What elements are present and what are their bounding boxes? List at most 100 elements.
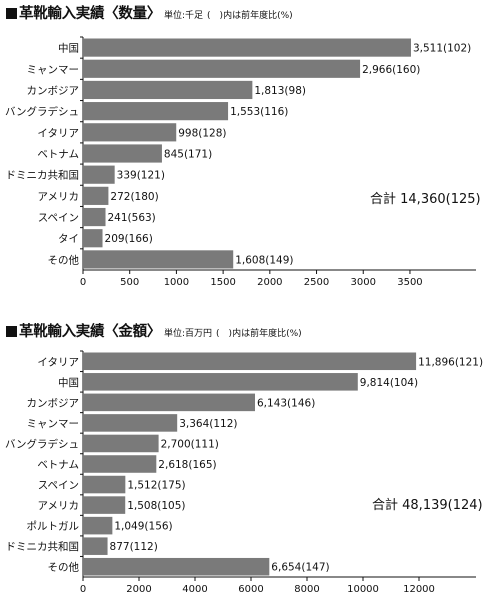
data-label: 2,618(165) (158, 459, 216, 471)
category-label: ドミニカ共和国 (6, 170, 80, 182)
x-tick-label: 3500 (397, 277, 422, 288)
x-tick-label: 2000 (257, 277, 282, 288)
bar (83, 455, 157, 473)
chart-quantity-plot: 中国 3,511(102) ミャンマー 2,966(160) カンボジア 1,813(98… (5, 36, 481, 288)
data-label: 3,511(102) (413, 43, 471, 55)
category-label: アメリカ (38, 191, 79, 203)
category-label: ポルトガル (27, 521, 80, 533)
data-label: 6,143(146) (257, 397, 315, 409)
bar (83, 434, 159, 453)
bar (83, 475, 126, 494)
bar (83, 373, 358, 391)
chart-value-plot: イタリア 11,896(121) 中国 9,814(104) カンボジア 6,143(14… (5, 350, 483, 595)
chart-unit: 単位:百万円 (164, 329, 213, 339)
bar (83, 102, 229, 121)
data-label: 6,654(147) (271, 562, 329, 574)
data-label: 2,700(111) (161, 438, 219, 450)
category-label: イタリア (37, 356, 79, 368)
data-label: 2,966(160) (362, 64, 420, 76)
x-tick-label: 3000 (351, 277, 376, 288)
x-tick-label: 10000 (347, 584, 379, 595)
chart-title: 革靴輸入実績〈金額〉 (19, 324, 161, 340)
data-label: 1,608(149) (235, 254, 293, 266)
category-label: ミャンマー (27, 64, 80, 76)
total-value: 48,139(124) (402, 498, 482, 513)
bar (83, 393, 256, 412)
data-label: 998(128) (178, 127, 226, 139)
category-label: タイ (58, 233, 79, 245)
chart-title: 革靴輸入実績〈数量〉 (19, 6, 161, 22)
category-label: ベトナム (37, 149, 79, 161)
bar (83, 557, 270, 576)
data-label: 209(166) (105, 233, 153, 245)
data-label: 1,512(175) (127, 480, 185, 492)
bar (83, 123, 177, 142)
category-label: アメリカ (38, 500, 79, 512)
data-label: 1,049(156) (114, 521, 172, 533)
bar (83, 352, 417, 371)
category-label: スペイン (38, 212, 79, 224)
category-label: ミャンマー (27, 418, 80, 430)
data-label: 1,813(98) (254, 85, 306, 97)
bar (83, 414, 178, 432)
category-label: カンボジア (27, 397, 80, 409)
title-square-icon (6, 8, 17, 19)
data-label: 3,364(112) (179, 418, 237, 430)
category-label: 中国 (58, 376, 79, 389)
bar (83, 496, 126, 514)
category-label: ベトナム (37, 459, 79, 471)
chart-note: ( )内は前年度比(%) (207, 11, 293, 21)
bar (83, 207, 106, 227)
x-tick-label: 1500 (210, 277, 235, 288)
bar (83, 38, 411, 57)
total-label: 合計 (370, 191, 400, 207)
chart-unit: 単位:千足 (164, 11, 204, 21)
bar (83, 59, 361, 78)
data-label: 877(112) (110, 541, 158, 553)
total-label: 合計 (372, 497, 402, 513)
category-label: バングラデシュ (5, 105, 79, 118)
x-tick-label: 0 (80, 584, 86, 595)
chart-value: 革靴輸入実績〈金額〉 単位:百万円( )内は前年度比(%) イタリア 11,896(… (0, 318, 491, 606)
category-label: バングラデシュ (5, 437, 79, 450)
category-label: その他 (48, 561, 80, 574)
data-label: 9,814(104) (360, 377, 418, 389)
category-label: カンボジア (27, 85, 80, 97)
bar (83, 165, 115, 184)
total-annotation: 合計 48,139(124) (372, 497, 483, 513)
x-tick-label: 500 (120, 277, 139, 288)
x-tick-label: 2500 (304, 277, 329, 288)
title-square-icon (6, 326, 17, 337)
x-tick-label: 0 (80, 277, 86, 288)
x-tick-label: 8000 (294, 584, 319, 595)
category-label: イタリア (37, 127, 79, 139)
bar (83, 250, 234, 269)
category-label: その他 (48, 253, 80, 266)
category-label: ドミニカ共和国 (6, 541, 80, 553)
total-annotation: 合計 14,360(125) (370, 191, 481, 207)
chart-quantity: 革靴輸入実績〈数量〉 単位:千足( )内は前年度比(%) 中国 3,511(102)… (0, 0, 491, 300)
chart-note: ( )内は前年度比(%) (216, 329, 302, 339)
bar (83, 229, 103, 248)
x-tick-label: 12000 (403, 584, 435, 595)
data-label: 845(171) (164, 149, 212, 161)
x-tick-label: 6000 (238, 584, 263, 595)
data-label: 272(180) (110, 191, 158, 203)
bar (83, 144, 162, 163)
bar (83, 80, 253, 100)
data-label: 241(563) (108, 212, 156, 224)
x-tick-label: 2000 (126, 584, 151, 595)
category-label: スペイン (38, 480, 79, 492)
x-tick-label: 4000 (182, 584, 207, 595)
bar (83, 186, 109, 205)
x-tick-label: 1000 (164, 277, 189, 288)
total-value: 14,360(125) (400, 192, 480, 207)
category-label: 中国 (58, 42, 79, 55)
bar (83, 516, 113, 535)
chart-title-row: 革靴輸入実績〈金額〉 単位:百万円( )内は前年度比(%) (6, 320, 302, 341)
data-label: 11,896(121) (418, 356, 483, 368)
bar (83, 537, 108, 555)
chart-title-row: 革靴輸入実績〈数量〉 単位:千足( )内は前年度比(%) (6, 2, 293, 23)
data-label: 1,508(105) (127, 500, 185, 512)
data-label: 1,553(116) (230, 106, 288, 118)
